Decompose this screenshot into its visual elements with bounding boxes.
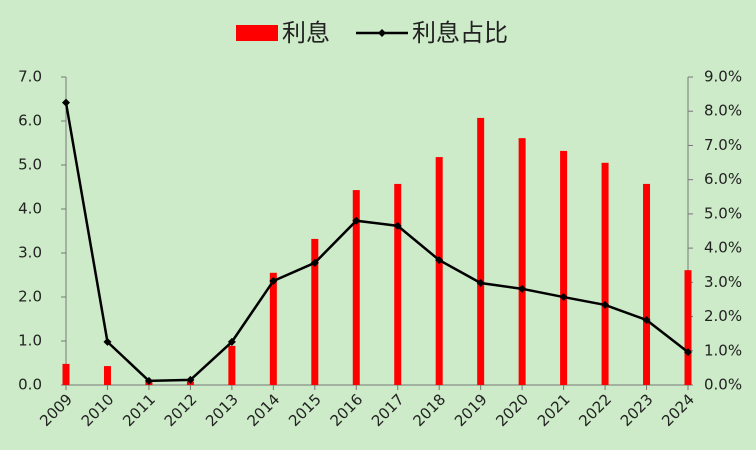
y2-tick-label: 1.0% <box>704 341 742 359</box>
bar <box>643 183 651 385</box>
y-tick-label: 6.0 <box>18 112 42 130</box>
line-marker <box>103 337 112 346</box>
line-marker <box>435 256 444 265</box>
y2-tick-label: 3.0% <box>704 273 742 291</box>
legend-swatch <box>236 25 278 41</box>
bar <box>601 162 609 385</box>
bar <box>477 117 485 386</box>
y2-tick-label: 2.0% <box>704 307 742 325</box>
line-marker <box>476 279 485 288</box>
bar <box>684 270 692 385</box>
line-marker <box>186 375 195 384</box>
y-tick-label: 3.0 <box>18 244 42 262</box>
bar <box>62 363 70 385</box>
line-marker <box>684 348 692 357</box>
line-marker <box>559 293 568 302</box>
bar <box>518 138 526 385</box>
bar <box>352 190 360 385</box>
y2-tick-label: 6.0% <box>704 170 742 188</box>
line-marker <box>62 98 70 107</box>
legend-label: 利息占比 <box>412 19 508 47</box>
y-tick-label: 7.0 <box>18 68 42 86</box>
y-tick-label: 0.0 <box>18 376 42 394</box>
bar <box>269 272 277 385</box>
y-tick-label: 1.0 <box>18 332 42 350</box>
line-marker <box>642 315 651 324</box>
bar <box>311 238 319 385</box>
line-marker <box>310 258 319 267</box>
bar <box>228 345 236 385</box>
line-marker <box>518 284 527 293</box>
bar <box>394 183 402 385</box>
line-marker <box>393 221 402 230</box>
line-marker <box>227 337 236 346</box>
bar <box>435 157 443 385</box>
y-tick-label: 2.0 <box>18 288 42 306</box>
line-marker <box>352 216 361 225</box>
y-tick-label: 4.0 <box>18 200 42 218</box>
line-marker <box>144 376 153 385</box>
y2-tick-label: 7.0% <box>704 136 742 154</box>
line-marker <box>601 300 610 309</box>
bar <box>103 366 111 385</box>
legend-marker <box>378 29 386 37</box>
bar <box>560 150 568 385</box>
y2-tick-label: 5.0% <box>704 204 742 222</box>
line <box>64 102 689 383</box>
y-tick-label: 5.0 <box>18 156 42 174</box>
legend-label: 利息 <box>282 19 330 47</box>
y2-tick-label: 8.0% <box>704 102 742 120</box>
line-marker <box>269 276 278 285</box>
y2-tick-label: 0.0% <box>704 376 742 394</box>
y2-tick-label: 9.0% <box>704 68 742 86</box>
y2-tick-label: 4.0% <box>704 239 742 257</box>
